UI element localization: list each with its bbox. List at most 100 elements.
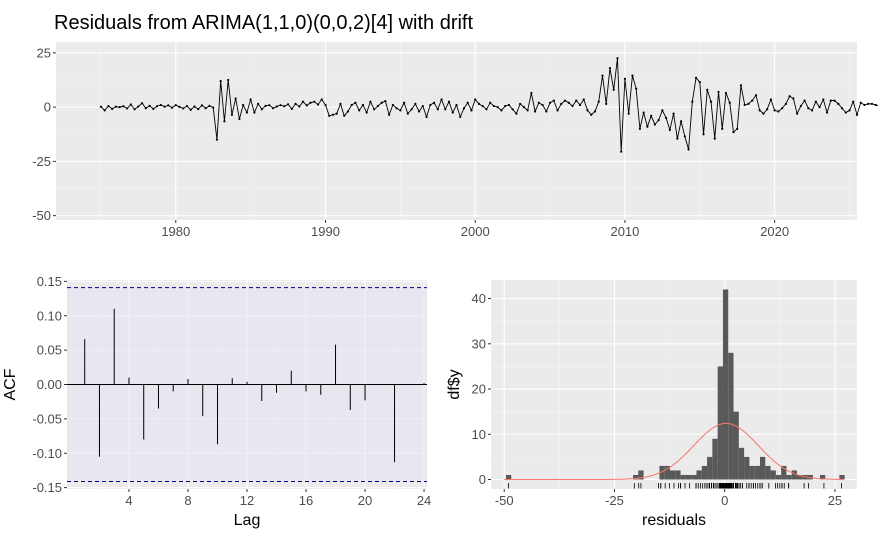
residual-point bbox=[309, 101, 312, 104]
residual-point bbox=[174, 104, 177, 107]
residual-point bbox=[784, 102, 787, 105]
residual-point bbox=[346, 110, 350, 113]
histogram-panel: -50 -25 0 25 0 10 20 30 40 residuals df$y bbox=[446, 280, 857, 529]
residual-point bbox=[548, 101, 552, 104]
hist-plot-area bbox=[491, 280, 857, 489]
acf-y-tick-label: 0.15 bbox=[37, 274, 62, 289]
residual-point bbox=[605, 102, 608, 105]
timeseries-panel: 1980 1990 2000 2010 2020 -50 -25 0 25 bbox=[32, 42, 878, 239]
residual-point bbox=[148, 104, 151, 107]
residual-point bbox=[709, 100, 713, 103]
residual-point bbox=[118, 106, 121, 109]
residual-point bbox=[373, 108, 376, 111]
residual-point bbox=[369, 100, 372, 103]
residual-point bbox=[474, 98, 477, 101]
residual-point bbox=[825, 111, 829, 114]
hist-y-tick-label: 30 bbox=[472, 336, 486, 351]
residual-point bbox=[867, 102, 870, 105]
acf-y-tick-label: -0.15 bbox=[32, 480, 62, 495]
residual-point bbox=[305, 104, 308, 107]
acf-y-tick-label: 0.00 bbox=[37, 377, 62, 392]
hist-y-tick-label: 20 bbox=[472, 382, 486, 397]
residual-point bbox=[567, 101, 570, 104]
residual-point bbox=[642, 111, 645, 114]
residual-point bbox=[380, 101, 383, 104]
acf-panel: 4 8 12 16 20 24 -0.15 -0.10 -0.05 0.00 0.05 0.10 0.1… bbox=[2, 274, 431, 529]
residual-point bbox=[399, 109, 402, 112]
histogram-bar bbox=[722, 289, 729, 480]
residual-point bbox=[515, 112, 518, 115]
residual-point bbox=[140, 102, 144, 105]
histogram-bar bbox=[738, 447, 745, 480]
acf-x-tick-label: 24 bbox=[417, 493, 431, 508]
residual-point bbox=[552, 99, 555, 102]
residual-point bbox=[271, 107, 275, 110]
residual-point bbox=[99, 105, 103, 108]
residual-point bbox=[713, 137, 716, 140]
residual-point bbox=[219, 79, 222, 83]
histogram-bar bbox=[670, 470, 676, 480]
residual-point bbox=[511, 108, 514, 111]
residual-point bbox=[777, 110, 780, 113]
residual-point bbox=[732, 130, 735, 134]
residual-point bbox=[612, 88, 615, 91]
residual-point bbox=[822, 98, 825, 101]
residual-point bbox=[665, 116, 668, 120]
hist-y-axis-title: df$y bbox=[446, 369, 463, 399]
residual-point bbox=[320, 98, 323, 101]
residual-point bbox=[691, 100, 694, 103]
residual-point bbox=[459, 115, 462, 118]
hist-x-tick-label: 0 bbox=[721, 493, 728, 508]
residual-point bbox=[489, 101, 492, 104]
residual-point bbox=[620, 150, 623, 153]
residual-point bbox=[197, 107, 200, 111]
residual-point bbox=[447, 100, 451, 103]
hist-x-tick-label: -50 bbox=[495, 493, 514, 508]
residual-point bbox=[376, 104, 379, 108]
residual-point bbox=[429, 103, 432, 107]
residual-point bbox=[751, 99, 754, 102]
residual-point bbox=[354, 101, 357, 104]
histogram-bar bbox=[749, 465, 755, 480]
residual-point bbox=[762, 112, 765, 115]
residual-point bbox=[144, 107, 147, 110]
residual-point bbox=[185, 104, 189, 108]
histogram-bar bbox=[712, 438, 718, 480]
residual-point bbox=[563, 99, 567, 102]
residual-point bbox=[159, 103, 162, 107]
residual-point bbox=[212, 106, 215, 109]
hist-y-tick-label: 0 bbox=[479, 472, 486, 487]
histogram-bar bbox=[701, 465, 708, 480]
ts-y-tick-label: 0 bbox=[44, 100, 51, 115]
histogram-bar bbox=[759, 456, 766, 480]
acf-y-tick-label: 0.05 bbox=[37, 343, 62, 358]
residual-point bbox=[504, 104, 507, 108]
residual-point bbox=[215, 138, 219, 141]
residual-point bbox=[234, 97, 237, 100]
histogram-bar bbox=[680, 474, 686, 480]
acf-x-tick-label: 8 bbox=[184, 493, 191, 508]
residual-point bbox=[500, 109, 503, 112]
residual-point bbox=[803, 99, 806, 102]
residual-point bbox=[631, 74, 634, 77]
residual-point bbox=[335, 112, 338, 115]
residual-point bbox=[724, 91, 728, 95]
residual-point bbox=[818, 106, 821, 109]
residual-point bbox=[855, 113, 859, 116]
residual-point bbox=[436, 108, 439, 111]
residual-point bbox=[635, 87, 638, 90]
residual-point bbox=[492, 104, 496, 108]
residual-point bbox=[107, 104, 110, 108]
residual-point bbox=[694, 76, 698, 79]
acf-y-tick-label: -0.05 bbox=[32, 411, 62, 426]
acf-x-axis-title: Lag bbox=[234, 512, 261, 529]
residual-point bbox=[200, 104, 204, 107]
residual-point bbox=[129, 103, 132, 106]
residual-point bbox=[575, 99, 578, 102]
histogram-bar bbox=[505, 474, 512, 480]
residual-point bbox=[133, 108, 136, 111]
residual-point bbox=[840, 107, 844, 110]
residual-point bbox=[788, 95, 791, 98]
ts-x-tick-label: 2010 bbox=[610, 224, 639, 239]
